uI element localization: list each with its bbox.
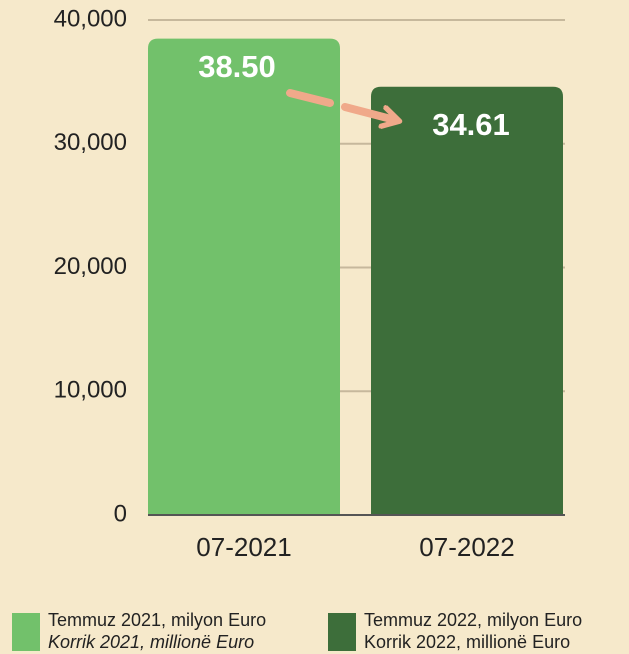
y-tick-label: 30,000 <box>54 129 127 156</box>
y-tick-label: 20,000 <box>54 253 127 280</box>
legend-subtext: Korrik 2022, millionë Euro <box>364 632 570 652</box>
legend-swatch <box>328 613 356 651</box>
legend-swatch <box>12 613 40 651</box>
arrow <box>286 89 395 120</box>
legend-text: Temmuz 2021, milyon Euro <box>48 610 266 630</box>
x-tick-label: 07-2021 <box>196 532 291 562</box>
value-label: 34.61 <box>432 107 510 142</box>
y-tick-label: 0 <box>114 500 127 527</box>
legend-subtext: Korrik 2021, millionë Euro <box>48 632 254 652</box>
y-tick-label: 40,000 <box>54 5 127 32</box>
x-tick-label: 07-2022 <box>419 532 514 562</box>
legend-text: Temmuz 2022, milyon Euro <box>364 610 582 630</box>
bar <box>148 38 340 515</box>
value-label: 38.50 <box>198 49 276 84</box>
bar <box>371 86 563 516</box>
y-tick-label: 10,000 <box>54 377 127 404</box>
